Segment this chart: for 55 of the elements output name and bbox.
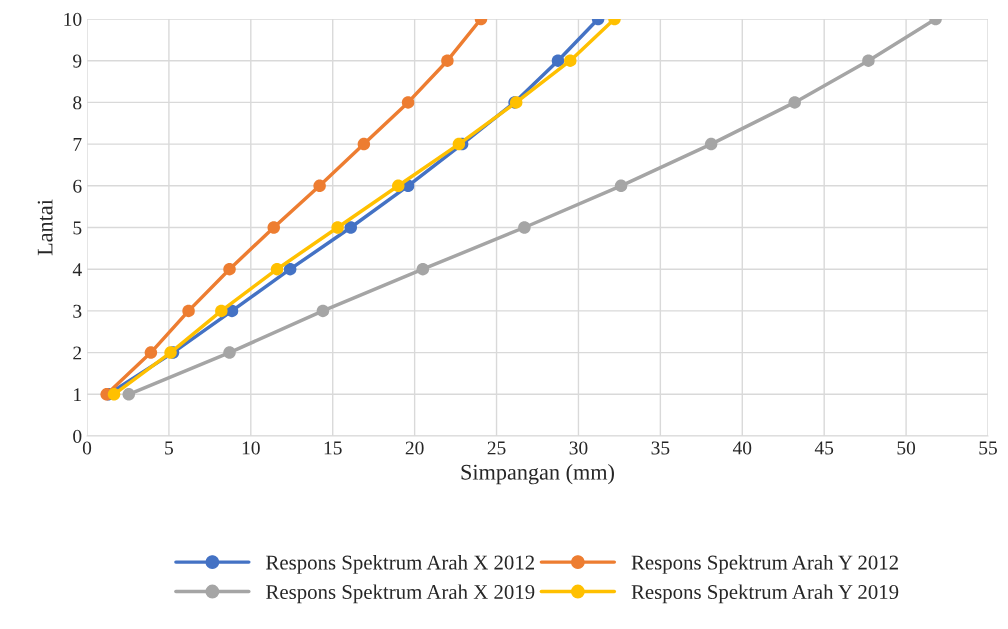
y-tick-label: 9 <box>73 54 82 68</box>
y-tick-label: 7 <box>73 138 82 151</box>
point <box>518 221 531 234</box>
point <box>182 304 195 318</box>
x-tick-label: 15 <box>324 441 342 455</box>
point <box>564 54 577 67</box>
legend-label: Respons Spektrum Arah Y 2012 <box>631 554 898 574</box>
point <box>331 221 344 234</box>
point <box>551 54 565 67</box>
point <box>401 96 415 109</box>
point <box>223 262 236 276</box>
x-tick-label: 50 <box>897 441 916 455</box>
x-tick-label: 35 <box>651 441 670 455</box>
point <box>614 179 628 193</box>
point <box>122 388 136 401</box>
x-tick-label: 25 <box>487 441 506 455</box>
x-tick-label: 0 <box>82 441 92 455</box>
point <box>223 346 236 359</box>
point <box>788 96 801 109</box>
point <box>862 54 875 67</box>
y-tick-label: 0 <box>73 429 82 443</box>
x-tick-label: 55 <box>979 441 997 455</box>
point <box>270 262 284 276</box>
point <box>316 304 330 318</box>
point <box>267 221 280 234</box>
y-tick-label: 2 <box>73 346 82 360</box>
point <box>144 346 158 359</box>
point <box>215 304 228 318</box>
x-axis-title: Simpangan (mm) <box>461 464 614 485</box>
point <box>704 137 718 151</box>
legend-label: Respons Spektrum Arah X 2019 <box>266 584 535 604</box>
point <box>357 137 371 151</box>
y-tick-label: 8 <box>73 96 82 110</box>
x-tick-label: 40 <box>732 441 752 455</box>
x-tick-label: 5 <box>165 441 174 455</box>
legend-label: Respons Spektrum Arah X 2012 <box>266 554 534 574</box>
x-tick-label: 10 <box>242 441 260 455</box>
point <box>107 388 121 401</box>
point <box>392 179 405 193</box>
y-tick-label: 1 <box>74 388 81 402</box>
x-tick-label: 30 <box>569 441 588 455</box>
y-tick-label: 6 <box>73 179 82 193</box>
x-tick-label: 20 <box>405 441 424 455</box>
y-axis-title: Lantai <box>37 199 53 256</box>
legend-label: Respons Spektrum Arah Y 2019 <box>631 584 899 604</box>
point <box>313 179 326 193</box>
y-tick-label: 5 <box>73 221 82 235</box>
point <box>416 262 430 276</box>
point <box>441 54 454 67</box>
point <box>344 221 357 234</box>
point <box>283 262 297 276</box>
x-tick-label: 45 <box>814 441 834 455</box>
y-tick-label: 4 <box>72 263 82 276</box>
y-tick-label: 3 <box>73 304 82 318</box>
y-tick-label: 10 <box>64 12 82 26</box>
